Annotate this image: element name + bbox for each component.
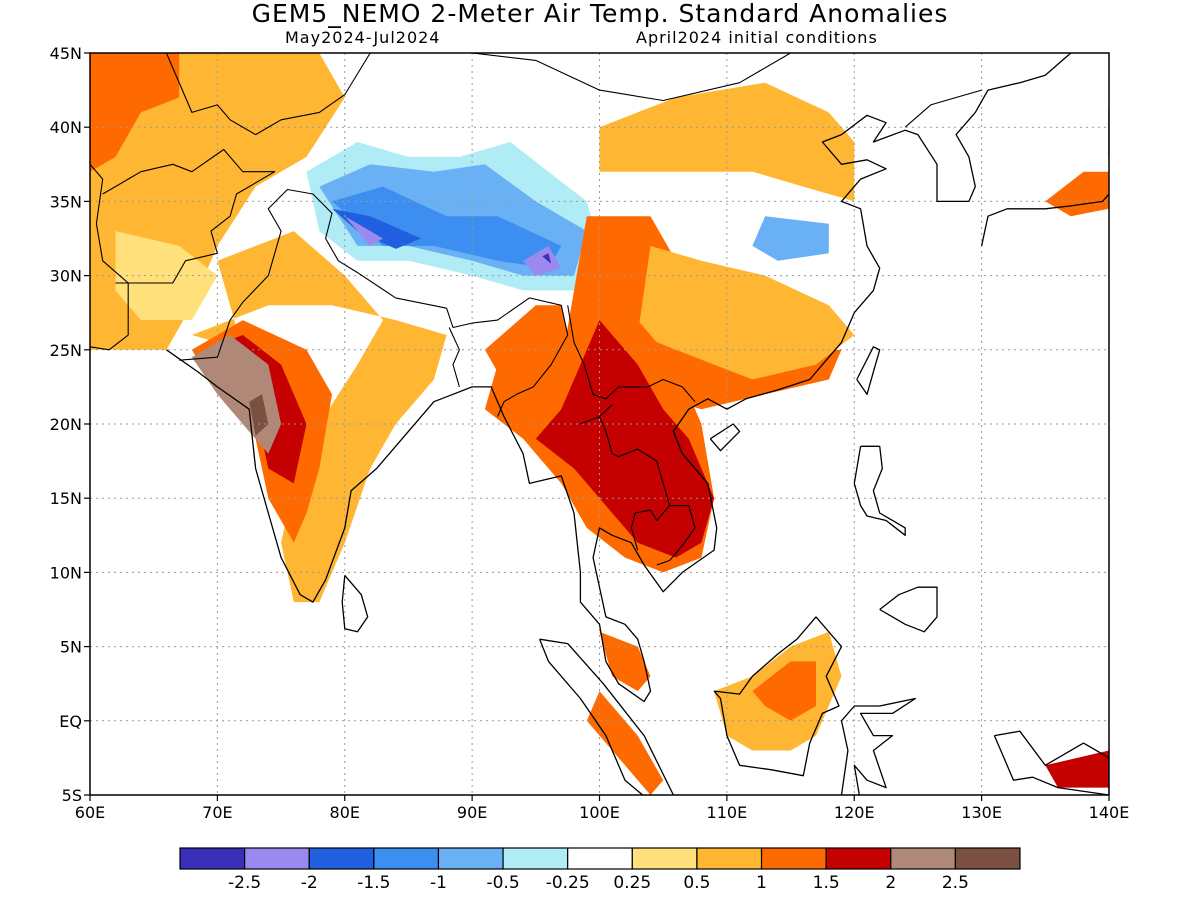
longitude-label: 90E (457, 803, 487, 822)
initial-conditions-note: April2024 initial conditions (636, 28, 878, 47)
colorbar-swatch (437, 847, 504, 870)
colorbar-swatch (567, 847, 633, 870)
colorbar-label: -0.5 (486, 873, 519, 893)
latitude-label: 20N (50, 415, 82, 434)
anomaly-region-iran-caspian-warm (90, 53, 180, 172)
colorbar-swatch (696, 847, 763, 870)
coastline-india (166, 53, 1072, 703)
latitude-label: 25N (50, 341, 82, 360)
longitude-label: 100E (579, 803, 620, 822)
colorbar-swatch (954, 847, 1021, 870)
coastline-sumatra (538, 638, 675, 795)
colorbar-label: -1.5 (357, 873, 390, 893)
latitude-label: 15N (50, 489, 82, 508)
anomaly-region-new-guinea-warm (1045, 750, 1109, 788)
country-border (448, 327, 460, 388)
country-border (471, 53, 792, 102)
country-border (165, 53, 256, 136)
country-border (598, 416, 671, 551)
colorbar-label: -2.5 (228, 873, 261, 893)
country-border (656, 505, 696, 566)
anomaly-region-karakoram-strong (332, 208, 422, 249)
anomaly-region-maharashtra-peak (249, 394, 269, 436)
anomaly-region-sumatra-warm (586, 691, 664, 795)
latitude-label: EQ (59, 712, 82, 731)
coastline-layer (90, 53, 1109, 795)
longitude-label: 80E (330, 803, 360, 822)
longitude-label: 120E (834, 803, 875, 822)
colorbar-label: 1.5 (813, 873, 840, 893)
coastline-sulawesi (840, 697, 917, 795)
anomaly-region-china-yangtze-cool (752, 216, 829, 261)
anomaly-region-northern-china-belt (599, 82, 855, 202)
colorbar-swatch (825, 847, 892, 870)
colorbar-swatch (890, 847, 956, 870)
anomaly-region-east-tibet-extreme (523, 245, 562, 276)
latitude-label: 45N (50, 44, 82, 63)
anomaly-region-northwest-india (191, 231, 447, 603)
colorbar-label: -0.25 (546, 873, 590, 893)
coastline-hainan (709, 423, 741, 452)
country-border (255, 53, 371, 136)
anomaly-region-japan-warm (1045, 171, 1109, 217)
colorbar-label: 2 (885, 873, 896, 893)
latitude-label: 35N (50, 192, 82, 211)
coastline-new-guinea (993, 730, 1109, 795)
anomaly-region-borneo-strong (752, 661, 816, 721)
colorbar: -2.5 -2 -1.5 -1 -0.5 -0.25 0.25 0.5 1 1.5 2 2.5 (179, 847, 1021, 893)
colorbar-label: 2.5 (942, 873, 969, 893)
colorbar-swatch (631, 847, 698, 870)
country-border (904, 89, 982, 128)
anomaly-region-indochina-strong (535, 320, 715, 558)
coastline-luzon (853, 445, 906, 536)
longitude-label: 60E (75, 803, 105, 822)
latitude-label: 5S (62, 786, 82, 805)
colorbar-label: 1 (756, 873, 767, 893)
longitude-label: 110E (707, 803, 748, 822)
longitude-label: 70E (202, 803, 232, 822)
anomaly-region-tibet-cold-core (332, 186, 562, 269)
colorbar-swatch (244, 847, 310, 870)
anomaly-region-south-china-broad (637, 245, 855, 380)
colorbar-label: -2 (301, 873, 318, 893)
latitude-label: 5N (60, 638, 82, 657)
anomaly-region-pakistan-weak (115, 231, 218, 321)
coastline-japan (980, 109, 1109, 247)
coastline-mindanao (879, 586, 938, 633)
anomaly-fill-layer (90, 53, 1109, 795)
latitude-label: 30N (50, 267, 82, 286)
colorbar-swatch (760, 847, 827, 870)
colorbar-swatch (179, 847, 246, 870)
colorbar-label: 0.25 (613, 873, 651, 893)
colorbar-swatch (502, 847, 569, 870)
country-border (580, 404, 613, 425)
longitude-label: 130E (961, 803, 1002, 822)
anomaly-region-east-tibet-core (542, 253, 552, 264)
coastline-sri-lanka (341, 574, 369, 633)
colorbar-label: 0.5 (683, 873, 710, 893)
map-title: GEM5_NEMO 2-Meter Air Temp. Standard Ano… (251, 0, 949, 28)
colorbar-label: -1 (430, 873, 447, 893)
graticule (90, 53, 1109, 795)
coastline-taiwan (856, 346, 881, 395)
coastline-borneo (713, 616, 843, 777)
country-border (90, 163, 129, 351)
anomaly-region-malaysia-warm (599, 631, 651, 692)
country-border (567, 305, 696, 403)
latitude-label: 40N (50, 118, 82, 137)
colorbar-swatch (308, 847, 375, 870)
country-border (179, 188, 569, 417)
country-border (102, 148, 276, 284)
forecast-period: May2024-Jul2024 (285, 28, 441, 47)
anomaly-region-karakoram-extreme (344, 216, 383, 246)
colorbar-swatch (373, 847, 440, 870)
latitude-label: 10N (50, 563, 82, 582)
longitude-label: 140E (1089, 803, 1130, 822)
